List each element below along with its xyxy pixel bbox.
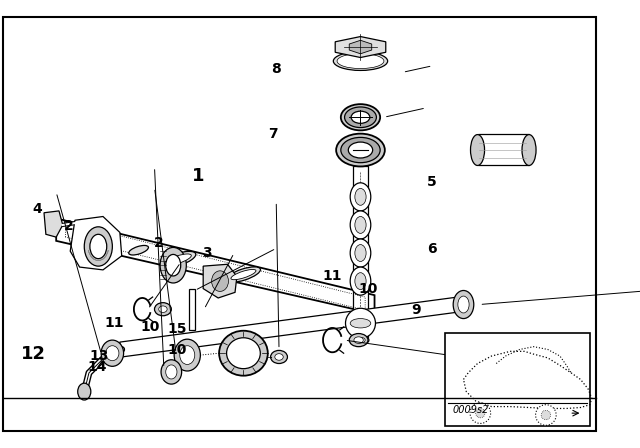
Polygon shape xyxy=(56,218,374,314)
Polygon shape xyxy=(349,40,372,54)
Ellipse shape xyxy=(355,245,366,262)
Text: 2: 2 xyxy=(154,236,164,250)
Text: 11: 11 xyxy=(323,269,342,284)
Text: 5: 5 xyxy=(427,175,436,189)
Ellipse shape xyxy=(159,306,167,313)
Ellipse shape xyxy=(174,339,200,371)
Text: 8: 8 xyxy=(271,62,280,76)
Ellipse shape xyxy=(458,296,469,313)
Ellipse shape xyxy=(350,319,371,328)
Polygon shape xyxy=(70,216,122,270)
Text: 10: 10 xyxy=(167,343,186,357)
Ellipse shape xyxy=(164,254,191,265)
Ellipse shape xyxy=(344,107,376,128)
Ellipse shape xyxy=(355,189,366,205)
Bar xyxy=(353,166,368,337)
Text: 7: 7 xyxy=(268,127,278,141)
Ellipse shape xyxy=(350,211,371,239)
Ellipse shape xyxy=(453,290,474,319)
Bar xyxy=(477,134,529,165)
Ellipse shape xyxy=(219,331,268,376)
Ellipse shape xyxy=(84,227,113,266)
Text: 1: 1 xyxy=(191,167,204,185)
Ellipse shape xyxy=(227,267,260,282)
Circle shape xyxy=(346,308,376,338)
Bar xyxy=(120,297,459,357)
Text: 6: 6 xyxy=(427,242,436,256)
Ellipse shape xyxy=(166,365,177,379)
Polygon shape xyxy=(203,264,237,298)
Ellipse shape xyxy=(348,142,372,158)
Ellipse shape xyxy=(160,251,196,268)
Ellipse shape xyxy=(271,350,287,363)
Text: 12: 12 xyxy=(20,345,45,363)
Ellipse shape xyxy=(160,247,186,283)
Text: 9: 9 xyxy=(412,303,421,317)
Polygon shape xyxy=(335,37,386,57)
Circle shape xyxy=(470,403,491,423)
Circle shape xyxy=(536,405,556,425)
Ellipse shape xyxy=(180,346,195,365)
Ellipse shape xyxy=(154,303,172,316)
Text: 13: 13 xyxy=(89,349,109,363)
Text: 15: 15 xyxy=(167,322,186,336)
Ellipse shape xyxy=(161,360,182,384)
Ellipse shape xyxy=(275,353,284,360)
Polygon shape xyxy=(44,211,63,237)
Bar xyxy=(189,289,195,330)
Ellipse shape xyxy=(106,346,119,361)
Circle shape xyxy=(476,409,485,418)
Ellipse shape xyxy=(333,52,388,70)
Circle shape xyxy=(541,410,550,420)
Ellipse shape xyxy=(90,234,107,258)
Ellipse shape xyxy=(349,334,368,347)
Text: 11: 11 xyxy=(104,315,124,330)
Ellipse shape xyxy=(101,340,124,366)
Ellipse shape xyxy=(355,216,366,233)
Ellipse shape xyxy=(231,269,256,280)
Ellipse shape xyxy=(227,338,260,369)
Ellipse shape xyxy=(212,271,228,291)
Text: 4: 4 xyxy=(32,202,42,216)
Ellipse shape xyxy=(337,54,384,69)
Ellipse shape xyxy=(77,383,91,400)
Ellipse shape xyxy=(129,246,148,255)
Text: 2: 2 xyxy=(64,219,74,233)
Ellipse shape xyxy=(354,337,364,343)
Ellipse shape xyxy=(470,134,484,165)
Text: 10: 10 xyxy=(359,282,378,296)
Text: 3: 3 xyxy=(202,246,212,260)
Ellipse shape xyxy=(522,134,536,165)
Ellipse shape xyxy=(356,337,365,343)
Ellipse shape xyxy=(341,138,380,163)
Ellipse shape xyxy=(350,239,371,267)
Bar xyxy=(445,332,590,426)
Text: 14: 14 xyxy=(87,360,107,374)
Ellipse shape xyxy=(350,183,371,211)
Ellipse shape xyxy=(352,336,369,345)
Text: 0009s2: 0009s2 xyxy=(452,405,488,415)
Ellipse shape xyxy=(336,134,385,166)
Ellipse shape xyxy=(166,254,180,276)
Ellipse shape xyxy=(341,104,380,130)
Ellipse shape xyxy=(355,273,366,289)
Ellipse shape xyxy=(351,111,370,123)
Text: 10: 10 xyxy=(140,320,159,334)
Ellipse shape xyxy=(350,267,371,295)
